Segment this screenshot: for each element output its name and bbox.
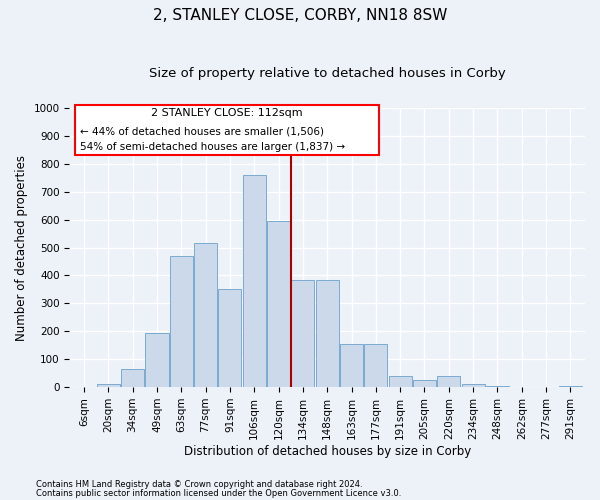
Bar bbox=[292, 280, 314, 387]
Bar bbox=[437, 376, 460, 387]
Text: Contains public sector information licensed under the Open Government Licence v3: Contains public sector information licen… bbox=[36, 488, 401, 498]
Text: 2 STANLEY CLOSE: 112sqm: 2 STANLEY CLOSE: 112sqm bbox=[151, 108, 302, 118]
Bar bbox=[364, 344, 388, 387]
Bar bbox=[486, 386, 509, 387]
Bar bbox=[461, 384, 485, 387]
Bar bbox=[389, 376, 412, 387]
Bar bbox=[242, 175, 266, 387]
Text: Contains HM Land Registry data © Crown copyright and database right 2024.: Contains HM Land Registry data © Crown c… bbox=[36, 480, 362, 489]
Y-axis label: Number of detached properties: Number of detached properties bbox=[15, 154, 28, 340]
Text: 54% of semi-detached houses are larger (1,837) →: 54% of semi-detached houses are larger (… bbox=[80, 142, 345, 152]
Bar bbox=[316, 280, 339, 387]
Text: 2, STANLEY CLOSE, CORBY, NN18 8SW: 2, STANLEY CLOSE, CORBY, NN18 8SW bbox=[153, 8, 447, 22]
Bar bbox=[510, 386, 533, 387]
Bar bbox=[559, 386, 582, 387]
Bar bbox=[413, 380, 436, 387]
Bar bbox=[97, 384, 120, 387]
Bar bbox=[267, 221, 290, 387]
Text: ← 44% of detached houses are smaller (1,506): ← 44% of detached houses are smaller (1,… bbox=[80, 126, 324, 136]
Title: Size of property relative to detached houses in Corby: Size of property relative to detached ho… bbox=[149, 68, 506, 80]
Bar bbox=[194, 244, 217, 387]
Bar bbox=[535, 386, 557, 387]
Bar bbox=[218, 290, 241, 387]
FancyBboxPatch shape bbox=[74, 106, 379, 156]
Bar bbox=[340, 344, 363, 387]
Bar bbox=[145, 332, 169, 387]
X-axis label: Distribution of detached houses by size in Corby: Distribution of detached houses by size … bbox=[184, 444, 471, 458]
Bar bbox=[121, 369, 144, 387]
Bar bbox=[170, 256, 193, 387]
